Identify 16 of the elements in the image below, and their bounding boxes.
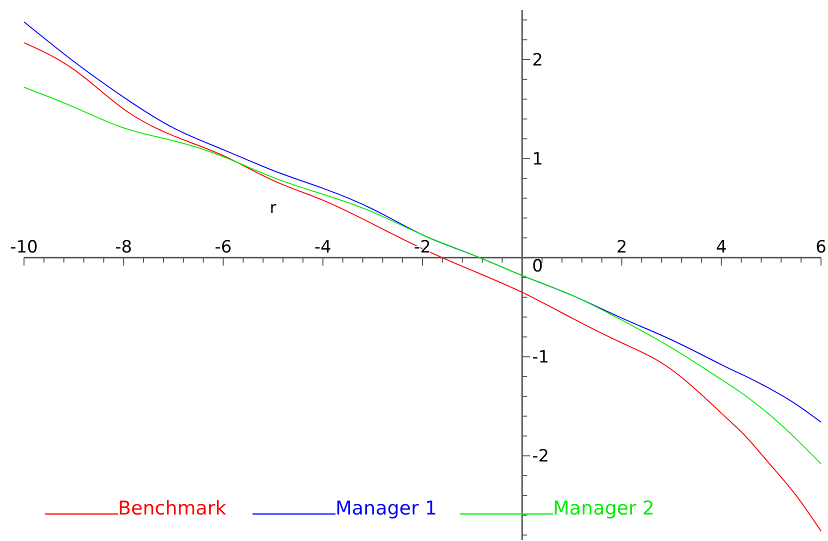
x-tick-label: -10 [10, 238, 38, 258]
y-tick-label: -1 [532, 348, 550, 368]
y-tick-label: 1 [532, 150, 543, 170]
legend-label: Manager 2 [553, 498, 654, 520]
y-tick-label: -2 [532, 446, 550, 467]
x-tick-label: -4 [314, 238, 332, 258]
x-tick-label: 4 [716, 238, 727, 258]
x-tick-label: -8 [115, 238, 132, 258]
x-tick-label: 2 [616, 238, 628, 258]
x-axis-title: r [270, 198, 277, 218]
legend-label: Benchmark [118, 498, 226, 520]
x-tick-label: -6 [214, 238, 232, 258]
x-tick-label: 6 [816, 238, 826, 258]
y-tick-label: 0 [532, 256, 543, 277]
legend-label: Manager 1 [336, 498, 437, 520]
y-tick-label: 2 [532, 50, 543, 70]
